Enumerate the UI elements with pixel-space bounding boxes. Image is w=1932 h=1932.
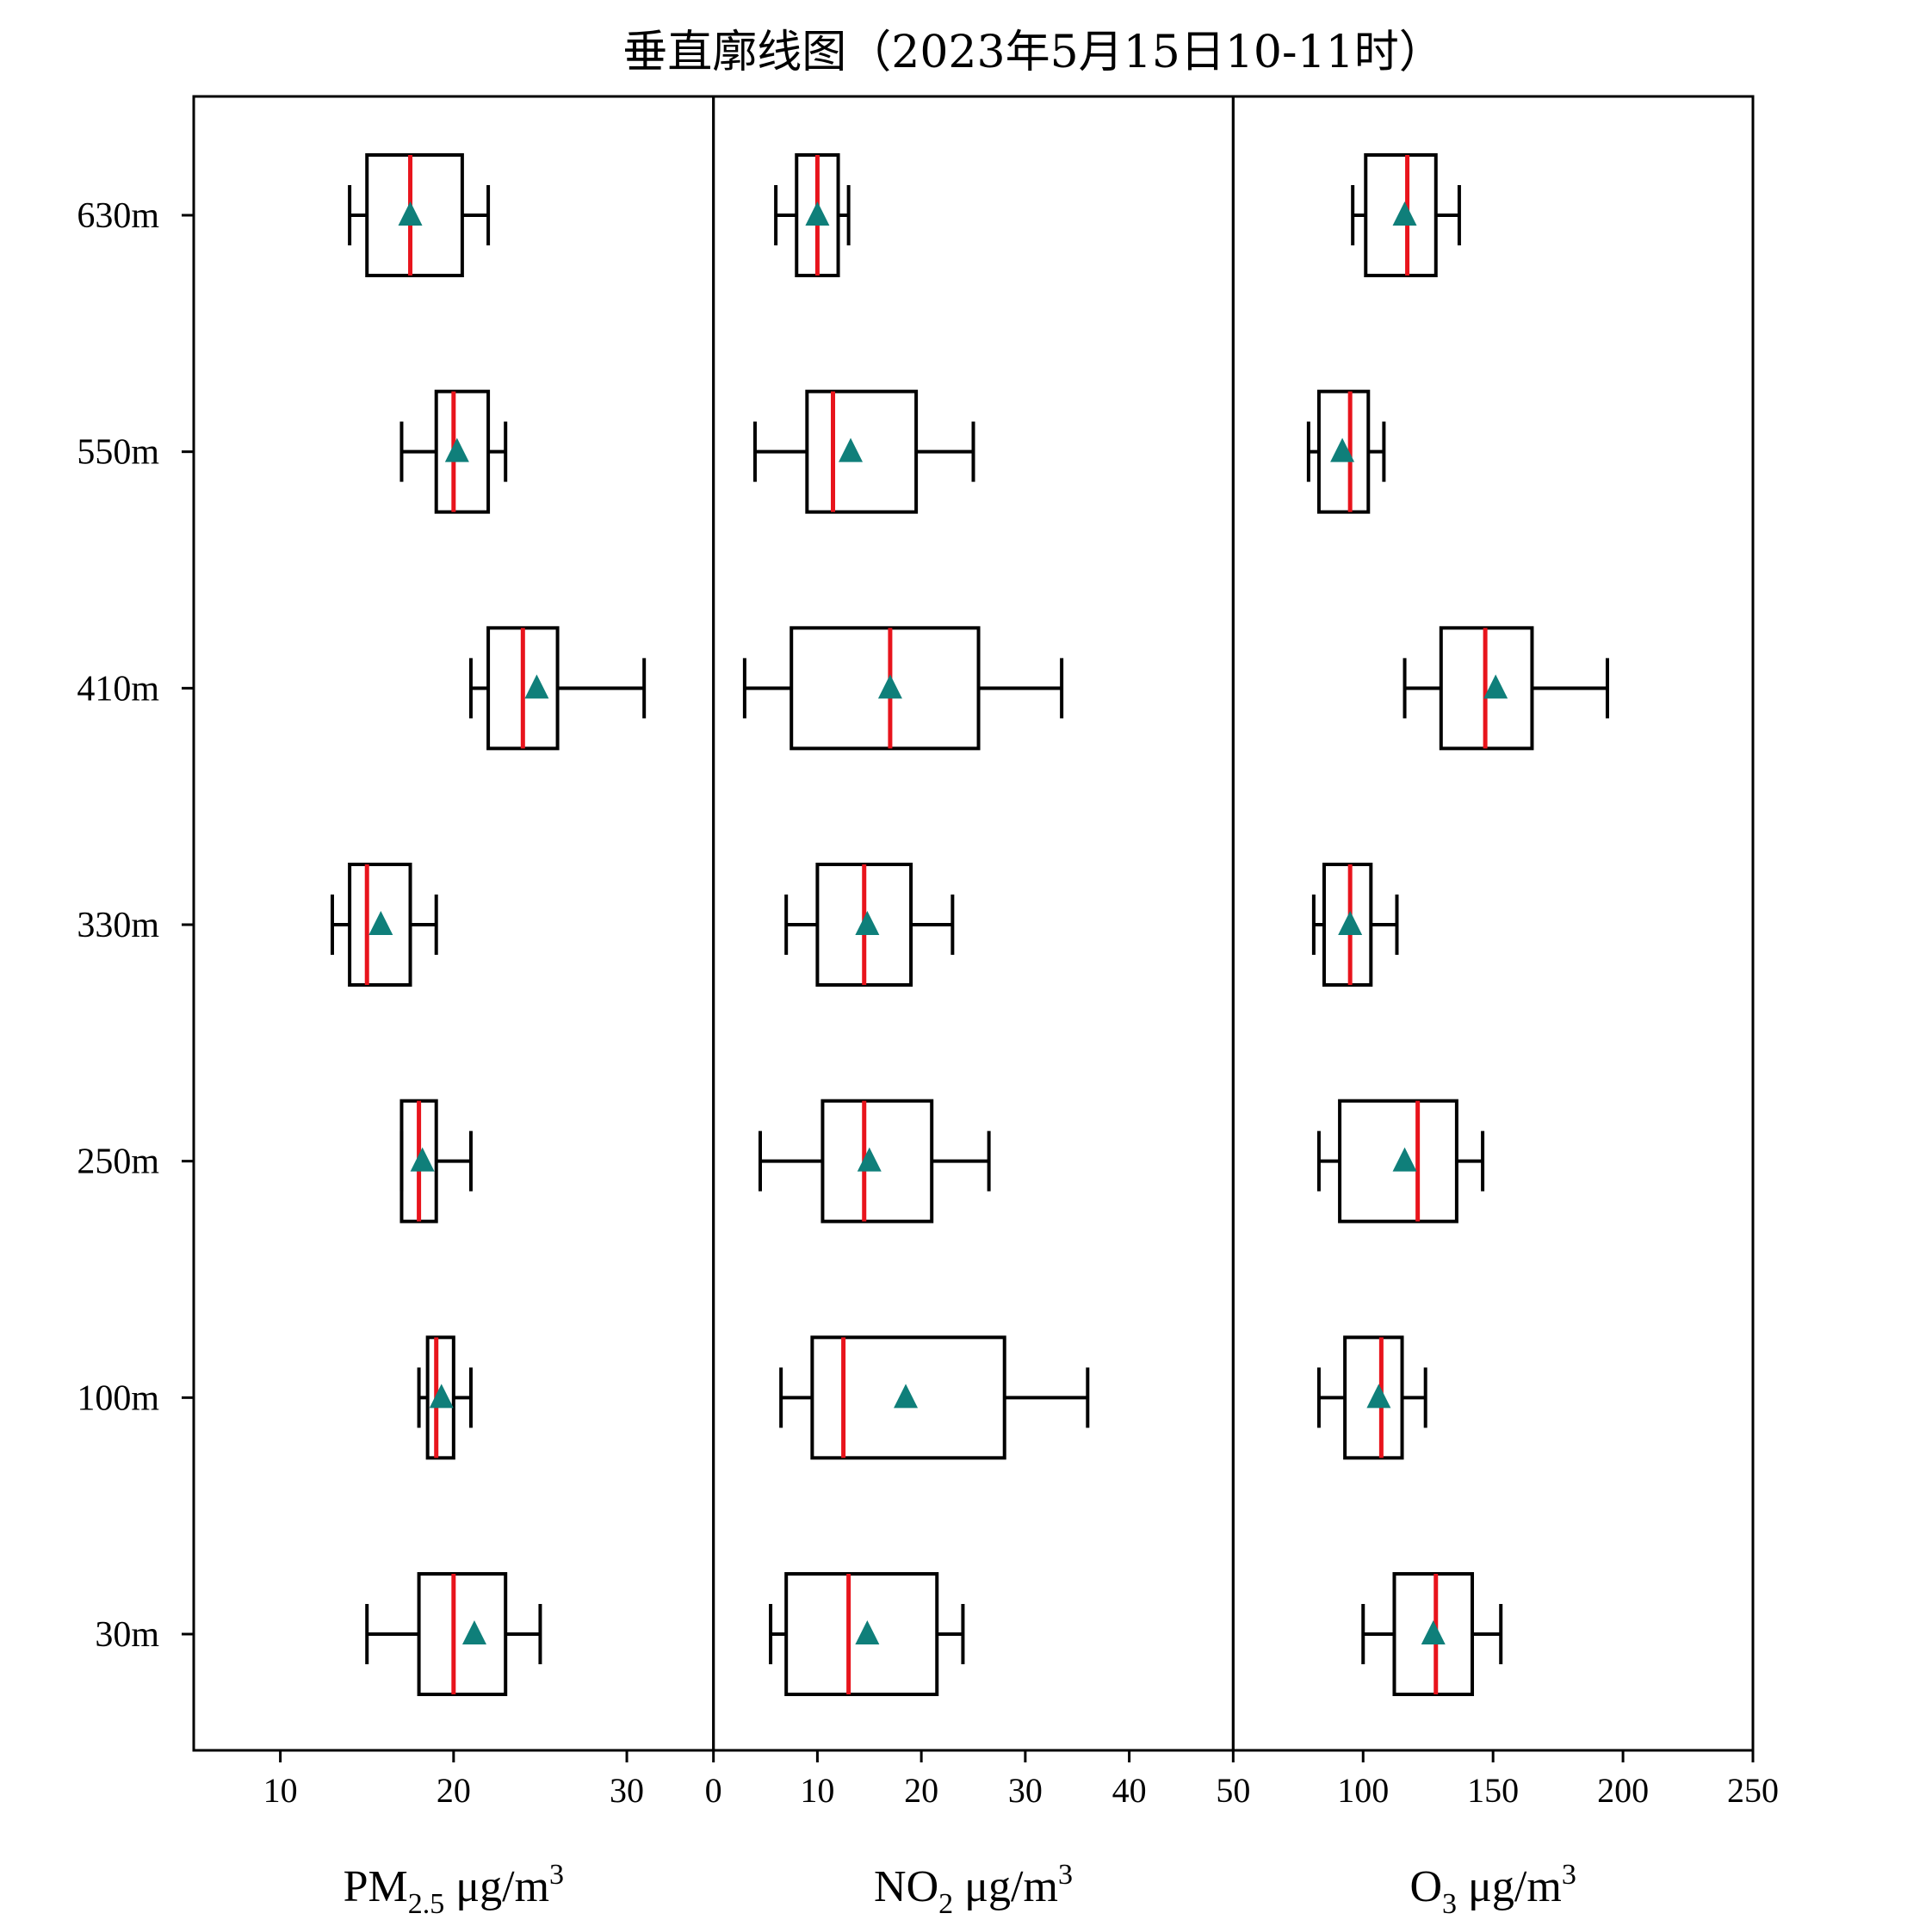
y-tick-label: 330m [77, 906, 159, 945]
x-tick-label: 20 [904, 1771, 938, 1810]
y-tick-label: 30m [95, 1615, 159, 1655]
box-no2-100m [779, 1335, 1090, 1460]
y-tick-label: 550m [77, 433, 159, 473]
box-o3-330m [1311, 863, 1399, 987]
x-axis-title-superscript: 3 [1058, 1859, 1073, 1891]
x-axis-title-base: O [1409, 1862, 1442, 1911]
box-pm25-330m [330, 863, 438, 987]
x-axis-title-unit: μg/m [1457, 1862, 1562, 1911]
x-tick-label: 100 [1337, 1771, 1389, 1810]
x-axis-title-superscript: 3 [549, 1859, 564, 1891]
x-tick-label: 30 [1008, 1771, 1043, 1810]
box-pm25-410m [468, 626, 647, 751]
mean-marker [461, 1620, 486, 1644]
mean-marker [855, 1620, 880, 1644]
iqr-box [1343, 1335, 1404, 1460]
box-pm25-550m [399, 389, 508, 514]
mean-marker [429, 1384, 454, 1409]
x-tick-label: 0 [705, 1771, 722, 1810]
y-tick-label: 100m [77, 1378, 159, 1418]
x-axis-title: NO2 μg/m3 [874, 1859, 1073, 1920]
chart-title: 垂直廓线图（2023年5月15日10-11时） [622, 27, 1444, 78]
box-no2-30m [769, 1572, 965, 1696]
y-tick-label: 630m [77, 196, 159, 236]
x-tick-label: 10 [800, 1771, 834, 1810]
mean-marker [1330, 437, 1355, 462]
iqr-box [784, 1572, 939, 1696]
mean-marker [444, 437, 469, 462]
mean-marker [398, 201, 423, 226]
x-tick-label: 50 [1216, 1771, 1250, 1810]
x-tick-label: 250 [1727, 1771, 1779, 1810]
box-no2-250m [758, 1099, 991, 1223]
mean-marker [1338, 911, 1363, 935]
iqr-box [1364, 153, 1438, 277]
x-axis-title-subscript: 2.5 [408, 1888, 445, 1920]
x-axis-title-base: NO [874, 1862, 938, 1911]
x-axis-title-unit: μg/m [444, 1862, 549, 1911]
box-o3-550m [1306, 389, 1386, 514]
x-axis-title-superscript: 3 [1562, 1859, 1576, 1891]
y-tick-label: 250m [77, 1142, 159, 1182]
iqr-box [1338, 1099, 1458, 1223]
box-o3-410m [1403, 626, 1609, 751]
x-axis-title: O3 μg/m3 [1409, 1859, 1576, 1920]
x-tick-label: 200 [1597, 1771, 1649, 1810]
mean-marker [1366, 1384, 1391, 1409]
x-tick-label: 10 [263, 1771, 298, 1810]
mean-marker [857, 1147, 882, 1172]
mean-marker [1483, 674, 1508, 699]
box-o3-630m [1351, 153, 1461, 277]
box-pm25-630m [348, 153, 491, 277]
mean-marker [855, 911, 880, 935]
x-tick-label: 40 [1112, 1771, 1147, 1810]
mean-marker [1392, 1147, 1417, 1172]
mean-marker [805, 201, 830, 226]
mean-marker [839, 437, 864, 462]
x-axis-title-base: PM [344, 1862, 408, 1911]
box-pm25-100m [417, 1335, 473, 1460]
iqr-box [790, 626, 981, 751]
x-axis-title-unit: μg/m [953, 1862, 1058, 1911]
box-no2-410m [742, 626, 1064, 751]
iqr-box [348, 863, 412, 987]
mean-marker [524, 674, 549, 699]
iqr-box [820, 1099, 934, 1223]
x-tick-label: 20 [437, 1771, 471, 1810]
x-tick-label: 30 [610, 1771, 644, 1810]
box-pm25-250m [399, 1099, 473, 1223]
x-tick-label: 150 [1467, 1771, 1519, 1810]
mean-marker [894, 1384, 919, 1409]
iqr-box [425, 1335, 455, 1460]
y-tick-label: 410m [77, 669, 159, 709]
mean-marker [1392, 201, 1417, 226]
mean-marker [410, 1147, 435, 1172]
mean-marker [1421, 1620, 1446, 1644]
iqr-box [805, 389, 919, 514]
mean-marker [368, 911, 393, 935]
iqr-box [417, 1572, 508, 1696]
x-axis-title-subscript: 2 [938, 1888, 953, 1920]
box-o3-250m [1316, 1099, 1485, 1223]
box-no2-330m [784, 863, 955, 987]
x-axis-title-subscript: 3 [1442, 1888, 1457, 1920]
iqr-box [1322, 863, 1373, 987]
box-no2-550m [752, 389, 975, 514]
iqr-box [365, 153, 464, 277]
iqr-box [434, 389, 491, 514]
mean-marker [877, 674, 902, 699]
box-o3-30m [1361, 1572, 1503, 1696]
x-axis-title: PM2.5 μg/m3 [344, 1859, 564, 1920]
box-pm25-30m [365, 1572, 542, 1696]
iqr-box [1392, 1572, 1475, 1696]
box-no2-630m [774, 153, 851, 277]
iqr-box [1316, 389, 1371, 514]
iqr-box [810, 1335, 1006, 1460]
box-o3-100m [1316, 1335, 1427, 1460]
